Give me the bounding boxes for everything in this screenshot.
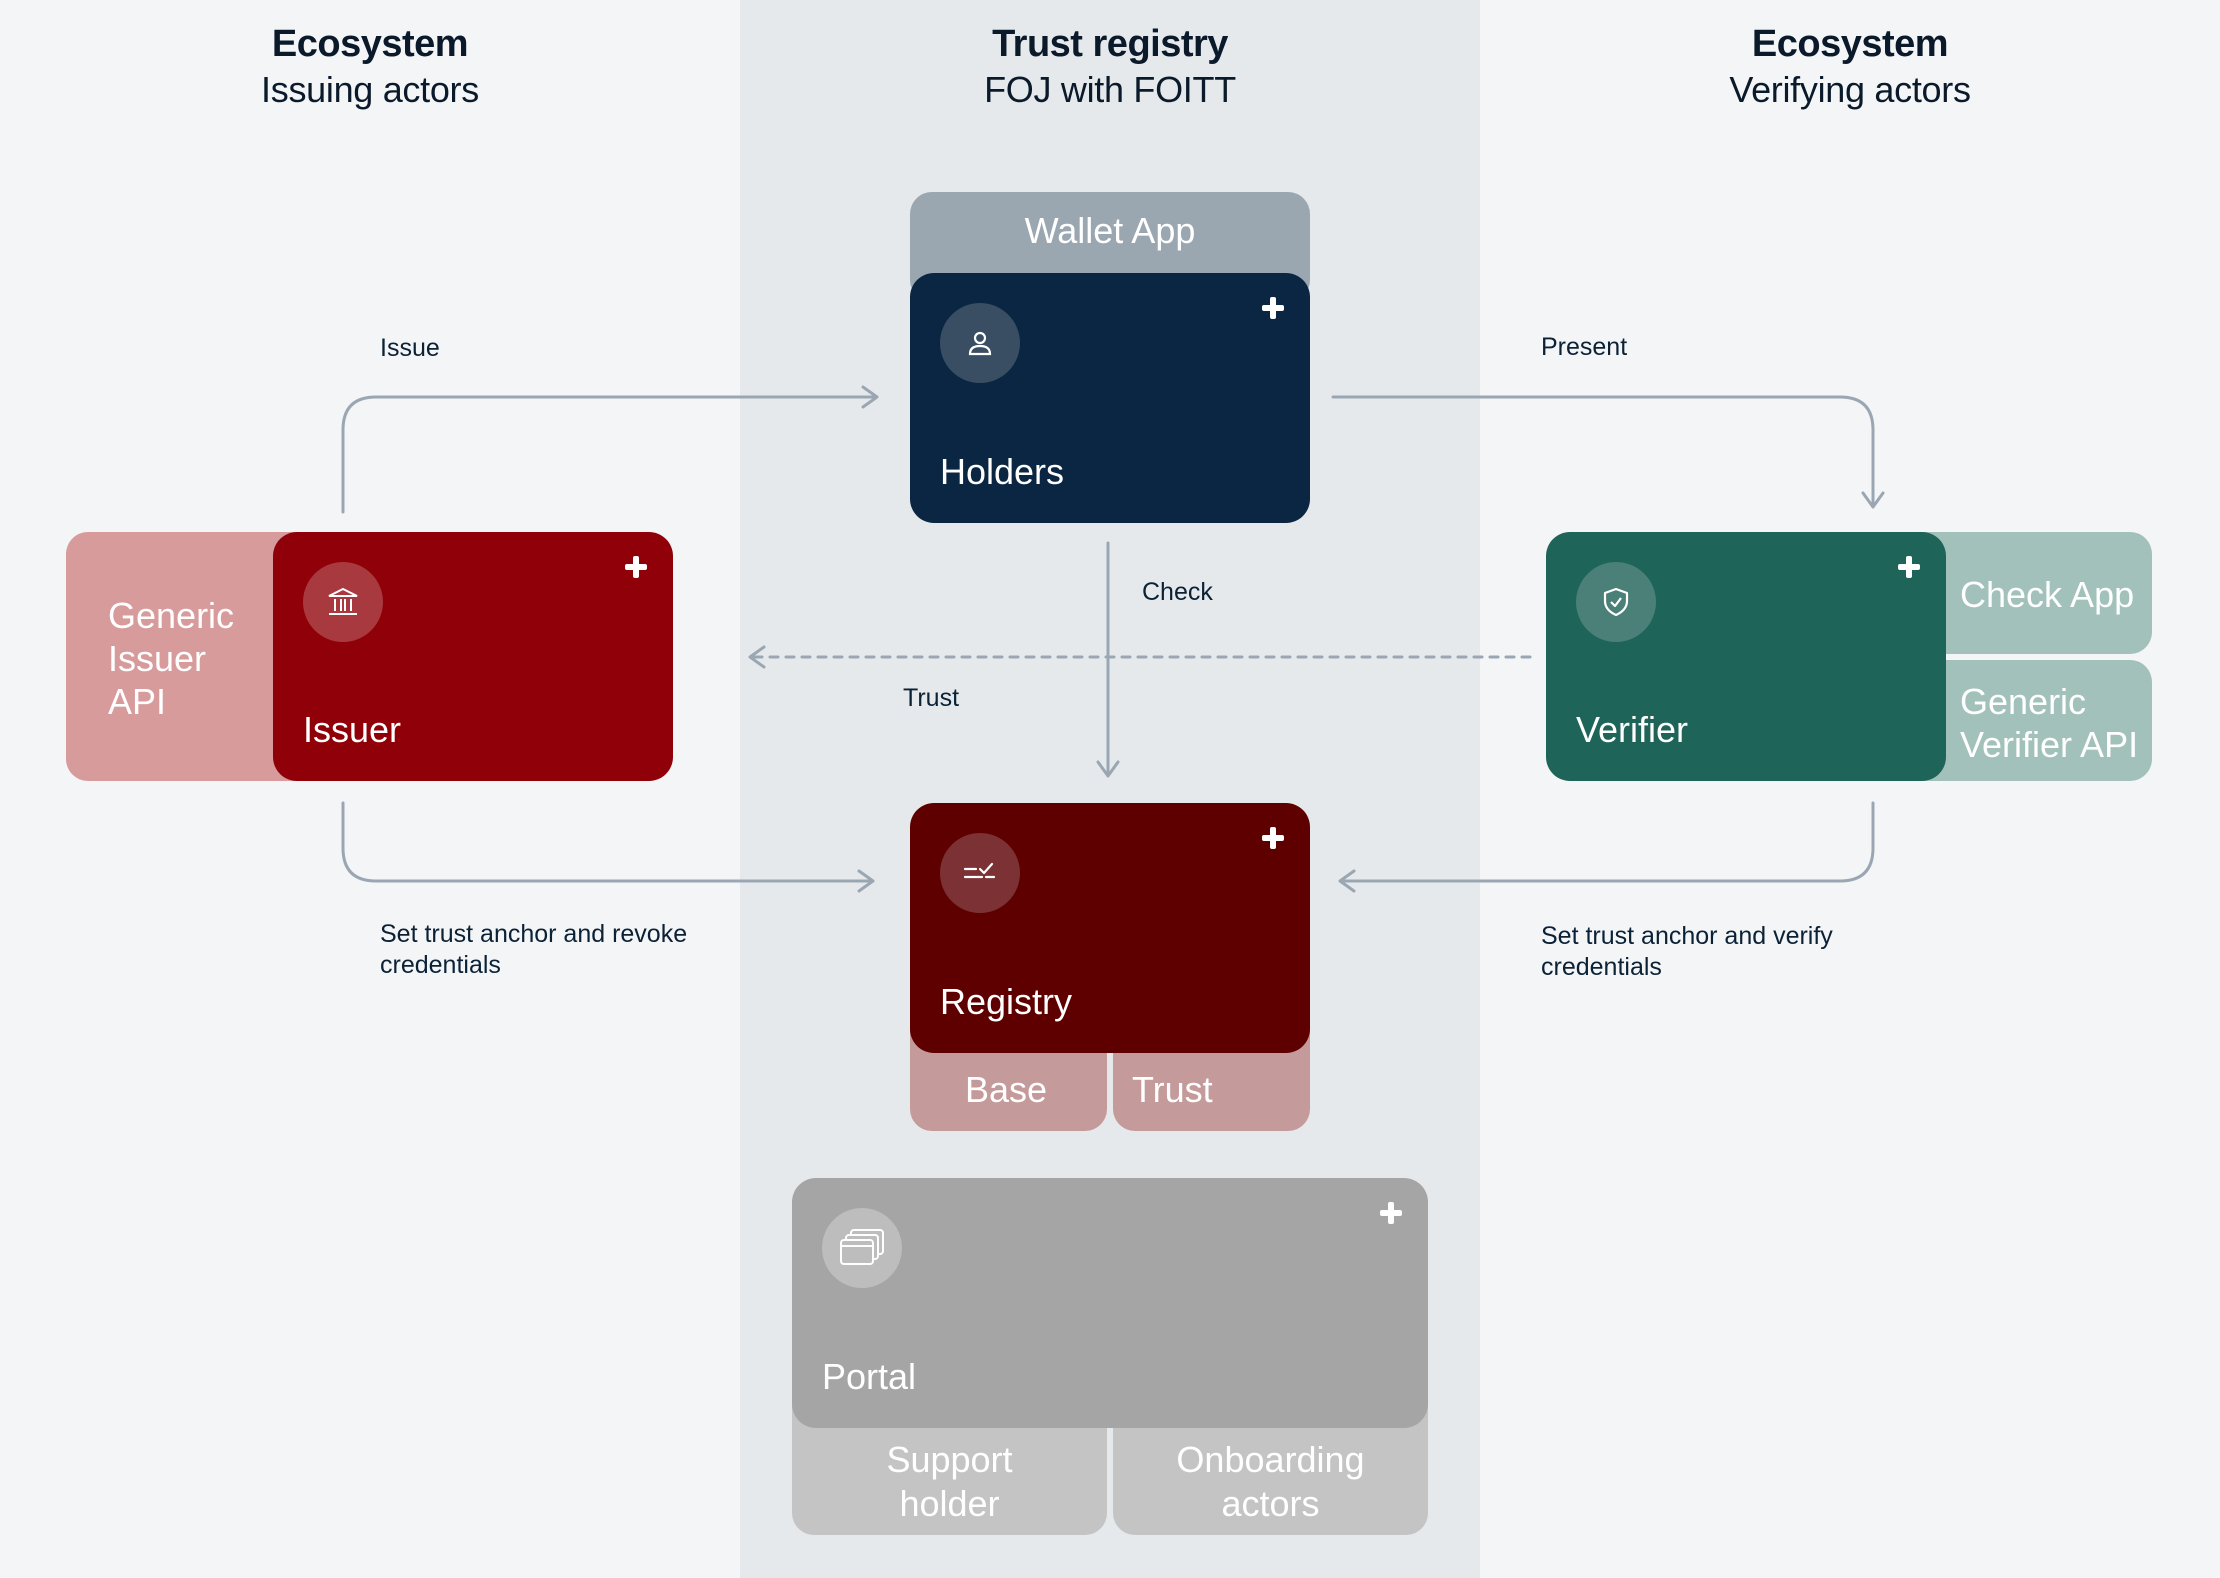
holders-card[interactable]: Holders xyxy=(910,273,1310,523)
issue-label: Issue xyxy=(380,334,440,362)
issuer-plus-icon[interactable] xyxy=(625,556,647,578)
present-label: Present xyxy=(1541,333,1628,361)
check-label: Check xyxy=(1142,578,1213,606)
shield-check-icon xyxy=(1576,562,1656,642)
verifier-plus-icon[interactable] xyxy=(1898,556,1920,578)
issuer-registry-arrow xyxy=(341,801,873,883)
windows-icon xyxy=(822,1208,902,1288)
verifier-title: Verifier xyxy=(1576,709,1689,750)
subheading-verifying-actors: Verifying actors xyxy=(1729,69,1971,110)
column-heading-issuing: Ecosystem Issuing actors xyxy=(0,22,740,112)
wallet-app-label: Wallet App xyxy=(1024,210,1196,251)
registry-title: Registry xyxy=(940,981,1073,1022)
checklist-icon xyxy=(940,833,1020,913)
bank-icon xyxy=(303,562,383,642)
registry-plus-icon[interactable] xyxy=(1262,827,1284,849)
trust-label: Trust xyxy=(903,684,960,712)
subheading-foj-foitt: FOJ with FOITT xyxy=(984,69,1236,110)
portal-plus-icon[interactable] xyxy=(1380,1202,1402,1224)
holders-title: Holders xyxy=(940,451,1065,492)
subheading-issuing-actors: Issuing actors xyxy=(261,69,479,110)
verifier-registry-label: Set trust anchor and verify credentials xyxy=(1541,922,1833,981)
check-app-label: Check App xyxy=(1960,574,2135,615)
issuer-card[interactable]: Issuer xyxy=(273,532,673,781)
verifier-registry-arrow xyxy=(1340,801,1875,883)
registry-card[interactable]: Registry xyxy=(910,803,1310,1053)
base-label: Base xyxy=(965,1069,1048,1110)
person-icon xyxy=(940,303,1020,383)
present-arrow xyxy=(1331,395,1875,507)
issue-arrow xyxy=(341,395,877,514)
holders-plus-icon[interactable] xyxy=(1262,297,1284,319)
verifier-card[interactable]: Verifier xyxy=(1546,532,1946,781)
column-heading-verifying: Ecosystem Verifying actors xyxy=(1480,22,2220,112)
portal-card[interactable]: Portal xyxy=(792,1178,1428,1428)
heading-trust-registry: Trust registry xyxy=(992,23,1228,65)
heading-ecosystem-left: Ecosystem xyxy=(271,23,469,65)
heading-ecosystem-right: Ecosystem xyxy=(1751,23,1949,65)
issuer-registry-label: Set trust anchor and revoke credentials xyxy=(380,920,688,979)
issuer-title: Issuer xyxy=(303,709,402,750)
column-heading-registry: Trust registry FOJ with FOITT xyxy=(740,22,1480,112)
trust-tab-label: Trust xyxy=(1132,1069,1213,1110)
portal-title: Portal xyxy=(822,1356,917,1397)
